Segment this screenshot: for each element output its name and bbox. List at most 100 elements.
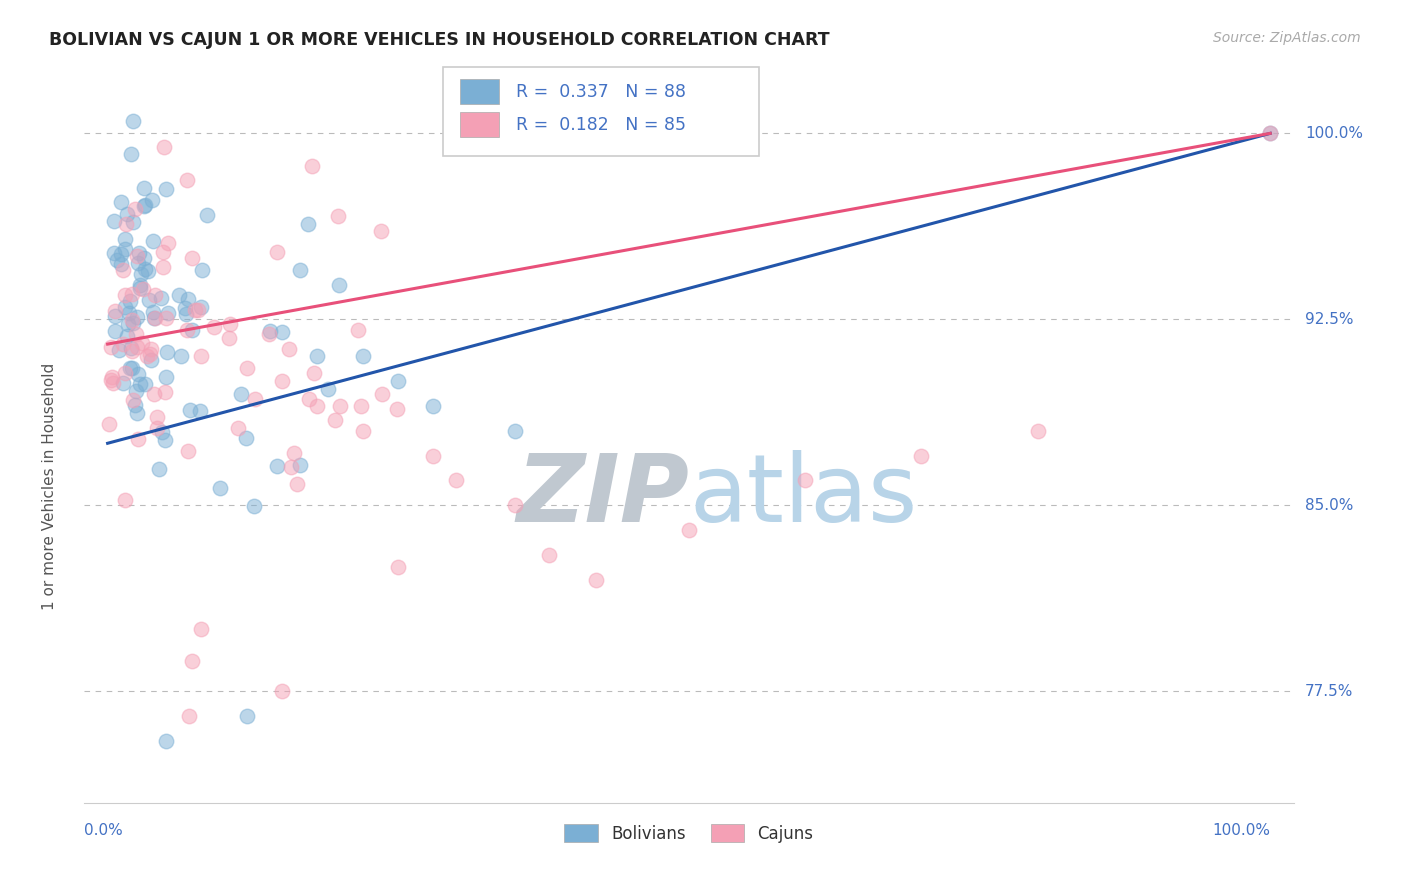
Point xyxy=(120,147,142,161)
Point xyxy=(131,336,153,351)
Point xyxy=(114,232,136,246)
Point xyxy=(173,301,195,315)
Point xyxy=(155,369,177,384)
Point xyxy=(103,213,125,227)
Point xyxy=(142,234,165,248)
Point xyxy=(143,311,166,326)
Point xyxy=(170,349,193,363)
Point xyxy=(179,402,201,417)
Point xyxy=(118,360,141,375)
Point xyxy=(678,523,700,537)
Point xyxy=(305,399,328,413)
Point xyxy=(422,449,444,463)
Point xyxy=(120,341,142,355)
Point xyxy=(143,311,166,326)
Point xyxy=(301,159,323,173)
Point xyxy=(155,310,177,325)
Point xyxy=(297,217,319,231)
Point xyxy=(121,114,143,128)
Point xyxy=(135,349,157,363)
Point xyxy=(1026,424,1049,438)
Text: atlas: atlas xyxy=(689,450,917,541)
Point xyxy=(110,194,132,209)
Point xyxy=(283,446,305,460)
Point xyxy=(107,253,129,268)
Point xyxy=(121,287,143,301)
Point xyxy=(103,376,125,390)
Point xyxy=(174,307,197,321)
Point xyxy=(104,309,127,323)
Point xyxy=(288,263,311,277)
Point xyxy=(156,306,179,320)
Point xyxy=(328,278,350,293)
Point xyxy=(155,182,177,196)
Point xyxy=(132,181,155,195)
Point xyxy=(150,425,173,440)
Text: BOLIVIAN VS CAJUN 1 OR MORE VEHICLES IN HOUSEHOLD CORRELATION CHART: BOLIVIAN VS CAJUN 1 OR MORE VEHICLES IN … xyxy=(49,31,830,49)
Point xyxy=(122,392,145,407)
Point xyxy=(266,459,288,474)
Point xyxy=(1258,126,1281,140)
Point xyxy=(125,340,148,354)
Point xyxy=(305,350,328,364)
Point xyxy=(503,498,526,512)
Point xyxy=(101,370,124,384)
Text: Source: ZipAtlas.com: Source: ZipAtlas.com xyxy=(1213,31,1361,45)
Point xyxy=(124,202,146,216)
Point xyxy=(329,399,352,413)
Point xyxy=(141,193,163,207)
Point xyxy=(104,303,127,318)
Point xyxy=(132,282,155,296)
Point xyxy=(127,367,149,381)
Text: ZIP: ZIP xyxy=(516,450,689,541)
Point xyxy=(156,344,179,359)
Point xyxy=(183,302,205,317)
Point xyxy=(128,277,150,292)
Legend: Bolivians, Cajuns: Bolivians, Cajuns xyxy=(558,818,820,849)
Point xyxy=(316,382,339,396)
Point xyxy=(110,247,132,261)
Point xyxy=(112,376,135,391)
Point xyxy=(190,622,212,636)
Point xyxy=(129,377,152,392)
Point xyxy=(114,366,136,380)
Point xyxy=(127,256,149,270)
Point xyxy=(202,319,225,334)
Point xyxy=(257,326,280,341)
Text: 100.0%: 100.0% xyxy=(1305,126,1364,141)
Point xyxy=(152,244,174,259)
Point xyxy=(142,305,165,319)
Point xyxy=(195,208,218,222)
Point xyxy=(141,352,163,367)
Point xyxy=(100,340,122,354)
Point xyxy=(132,199,155,213)
Point xyxy=(326,209,349,223)
Point xyxy=(1258,126,1281,140)
Point xyxy=(97,417,120,431)
Point xyxy=(446,474,468,488)
Point xyxy=(229,387,252,401)
Point xyxy=(910,449,932,463)
Text: 85.0%: 85.0% xyxy=(1305,498,1354,513)
Point xyxy=(180,654,202,668)
Point xyxy=(145,421,167,435)
Point xyxy=(209,481,232,495)
Text: 77.5%: 77.5% xyxy=(1305,684,1354,698)
Point xyxy=(103,245,125,260)
Point xyxy=(794,474,817,488)
Point xyxy=(152,260,174,274)
Point xyxy=(121,343,143,358)
Point xyxy=(134,251,156,265)
Point xyxy=(236,361,259,376)
Point xyxy=(181,323,204,337)
Point xyxy=(226,421,249,435)
Point xyxy=(259,324,281,338)
Point xyxy=(157,236,180,251)
Point xyxy=(176,173,198,187)
Point xyxy=(271,374,294,388)
Point xyxy=(370,224,392,238)
Point xyxy=(114,492,136,507)
Point xyxy=(121,361,143,376)
Point xyxy=(112,263,135,277)
Point xyxy=(104,324,127,338)
